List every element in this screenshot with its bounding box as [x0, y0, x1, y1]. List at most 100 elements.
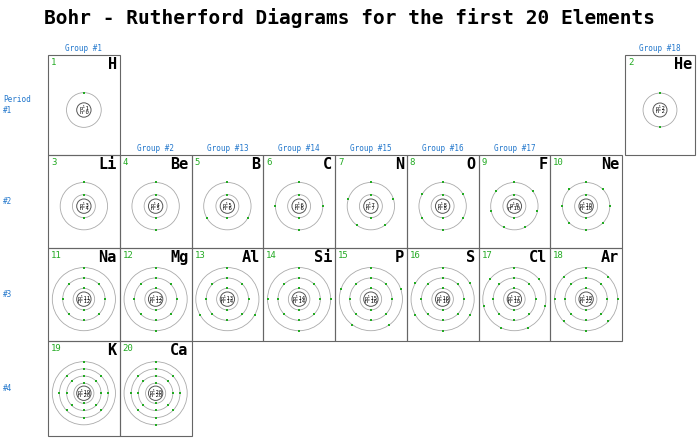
- Circle shape: [220, 292, 234, 306]
- Text: p¹16: p¹16: [436, 295, 449, 300]
- Text: p¹5: p¹5: [223, 202, 232, 207]
- Text: Ar: Ar: [601, 250, 619, 265]
- Text: p¹18: p¹18: [580, 295, 593, 300]
- Text: n°22: n°22: [580, 299, 593, 303]
- Text: 5: 5: [195, 158, 200, 167]
- Text: n°4: n°4: [79, 206, 89, 210]
- Text: p¹15: p¹15: [365, 295, 377, 300]
- Text: p¹19: p¹19: [78, 388, 90, 395]
- Text: n°6: n°6: [294, 206, 304, 210]
- Circle shape: [148, 386, 163, 400]
- Text: n°12: n°12: [78, 299, 90, 303]
- Text: p¹3: p¹3: [79, 202, 89, 207]
- Bar: [263, 155, 335, 248]
- Bar: [407, 248, 479, 341]
- Text: 2: 2: [628, 58, 634, 67]
- Text: p¹13: p¹13: [221, 295, 234, 300]
- Circle shape: [220, 199, 234, 213]
- Circle shape: [292, 199, 307, 213]
- Text: 18: 18: [553, 251, 564, 260]
- Text: Be: Be: [170, 157, 188, 172]
- Text: p¹11: p¹11: [78, 295, 90, 300]
- Text: Group #18: Group #18: [639, 44, 681, 53]
- Circle shape: [579, 292, 594, 306]
- Text: 1: 1: [51, 58, 57, 67]
- Text: S: S: [466, 250, 475, 265]
- Text: p¹2: p¹2: [655, 105, 665, 111]
- Circle shape: [508, 292, 522, 306]
- Bar: [48, 55, 120, 155]
- Bar: [625, 55, 695, 155]
- Text: p¹1: p¹1: [79, 105, 89, 111]
- Text: P: P: [395, 250, 404, 265]
- Circle shape: [579, 199, 594, 213]
- Text: B: B: [251, 157, 260, 172]
- Text: K: K: [108, 343, 117, 358]
- Circle shape: [364, 199, 378, 213]
- Text: 9: 9: [482, 158, 487, 167]
- Bar: [335, 155, 407, 248]
- Text: Period
#1: Period #1: [3, 95, 31, 115]
- Text: Group #15: Group #15: [350, 144, 392, 153]
- Text: C: C: [323, 157, 332, 172]
- Text: Na: Na: [99, 250, 117, 265]
- Bar: [120, 341, 192, 436]
- Text: 20: 20: [122, 344, 134, 353]
- Text: Group #17: Group #17: [494, 144, 536, 153]
- Text: n°10: n°10: [508, 206, 521, 210]
- Text: Group #13: Group #13: [206, 144, 248, 153]
- Text: n°10: n°10: [580, 206, 593, 210]
- Text: n°5: n°5: [150, 206, 160, 210]
- Bar: [192, 248, 263, 341]
- Text: 14: 14: [266, 251, 277, 260]
- Text: p¹6: p¹6: [294, 202, 304, 207]
- Text: n°8: n°8: [438, 206, 447, 210]
- Text: 13: 13: [195, 251, 205, 260]
- Text: Cl: Cl: [529, 250, 547, 265]
- Text: He: He: [673, 57, 692, 72]
- Text: n°2: n°2: [655, 109, 665, 114]
- Text: p¹12: p¹12: [149, 295, 162, 300]
- Text: #3: #3: [3, 290, 13, 299]
- Text: 19: 19: [51, 344, 62, 353]
- Text: 15: 15: [338, 251, 349, 260]
- Bar: [48, 248, 120, 341]
- Text: H: H: [108, 57, 117, 72]
- Bar: [550, 248, 622, 341]
- Text: n°14: n°14: [293, 299, 306, 303]
- Text: 8: 8: [410, 158, 415, 167]
- Text: n°14: n°14: [221, 299, 234, 303]
- Bar: [479, 155, 550, 248]
- Text: 4: 4: [122, 158, 128, 167]
- Circle shape: [653, 103, 667, 117]
- Text: N: N: [395, 157, 404, 172]
- Bar: [335, 248, 407, 341]
- Circle shape: [435, 199, 450, 213]
- Text: p¹14: p¹14: [293, 295, 306, 300]
- Text: p¹17: p¹17: [508, 295, 521, 300]
- Text: 17: 17: [482, 251, 492, 260]
- Text: p¹20: p¹20: [149, 388, 162, 395]
- Text: 7: 7: [338, 158, 344, 167]
- Text: #4: #4: [3, 384, 13, 393]
- Text: n°20: n°20: [149, 393, 162, 398]
- Text: n°12: n°12: [149, 299, 162, 303]
- Circle shape: [77, 386, 91, 400]
- Text: n°20: n°20: [78, 393, 90, 398]
- Text: Group #1: Group #1: [65, 44, 102, 53]
- Bar: [263, 248, 335, 341]
- Text: 3: 3: [51, 158, 57, 167]
- Text: 12: 12: [122, 251, 134, 260]
- Text: p¹7: p¹7: [366, 202, 376, 207]
- Text: n°7: n°7: [366, 206, 376, 210]
- Circle shape: [77, 292, 91, 306]
- Text: Li: Li: [99, 157, 117, 172]
- Circle shape: [435, 292, 450, 306]
- Text: n°16: n°16: [436, 299, 449, 303]
- Text: Ne: Ne: [601, 157, 619, 172]
- Text: F: F: [538, 157, 547, 172]
- Text: Ca: Ca: [170, 343, 188, 358]
- Text: p¹8: p¹8: [438, 202, 447, 207]
- Text: 16: 16: [410, 251, 421, 260]
- Text: n°16: n°16: [365, 299, 377, 303]
